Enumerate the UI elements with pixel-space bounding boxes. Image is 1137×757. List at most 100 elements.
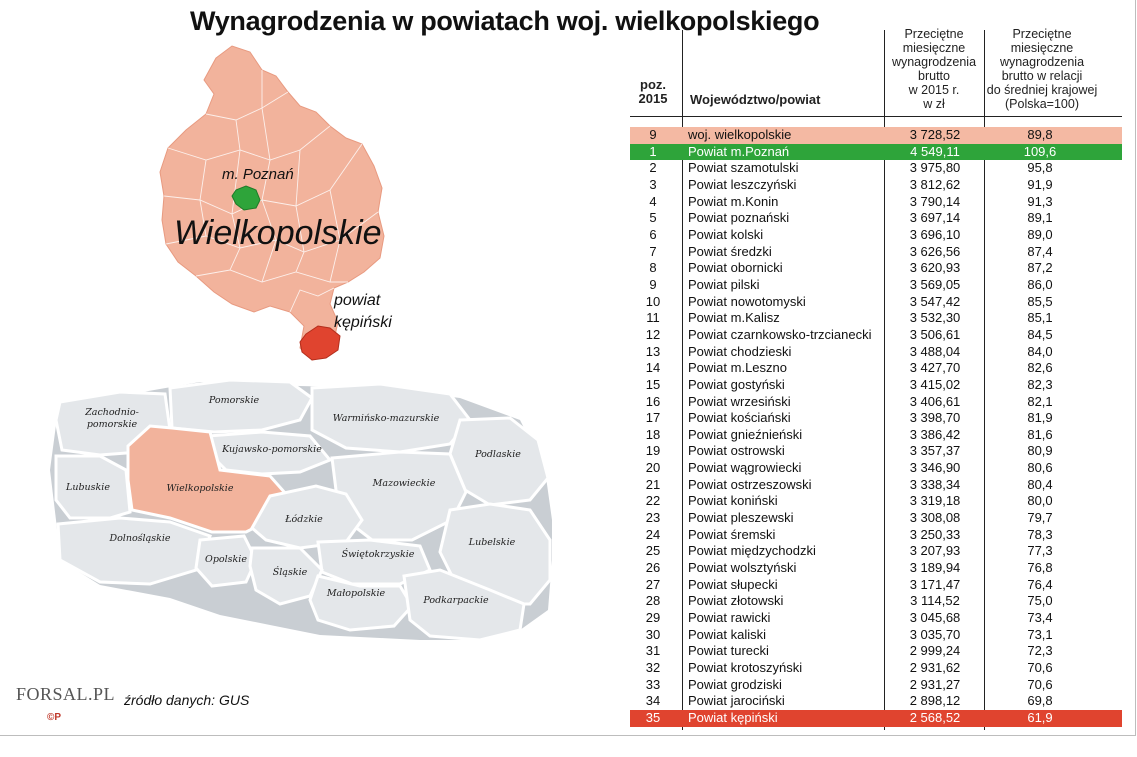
pct-cell: 87,2 (1027, 260, 1053, 276)
pct-cell: 81,6 (1027, 426, 1053, 442)
pay-cell: 3 386,42 (909, 426, 961, 442)
poznan-label: m. Poznań (222, 166, 294, 183)
header-pay-line1: Przeciętne (904, 27, 964, 41)
rank-cell: 31 (645, 643, 661, 659)
page-title: Wynagrodzenia w powiatach woj. wielkopol… (190, 6, 820, 36)
pay-cell: 3 357,37 (909, 443, 961, 459)
pay-cell: 2 568,52 (909, 709, 961, 725)
name-cell: Powiat kępiński (688, 709, 778, 725)
pay-cell: 3 696,10 (909, 226, 961, 242)
rank-cell: 27 (645, 576, 661, 592)
pct-cell: 77,3 (1027, 543, 1053, 559)
region-shapes (54, 378, 552, 642)
rank-cell: 34 (645, 693, 661, 709)
name-cell: Powiat poznański (688, 210, 790, 226)
name-cell: Powiat m.Leszno (688, 360, 787, 376)
rank-cell: 12 (645, 326, 661, 342)
rank-cell: 24 (645, 526, 661, 542)
name-cell: Powiat międzychodzki (688, 543, 816, 559)
name-cell: Powiat słupecki (688, 576, 778, 592)
table-row: 32 Powiat krotoszyński 2 931,62 70,6 (630, 660, 1122, 677)
pct-cell: 91,3 (1027, 193, 1053, 209)
pct-cell: 82,3 (1027, 376, 1053, 392)
pct-cell: 79,7 (1027, 510, 1053, 526)
header-pay-line6: w zł (923, 97, 945, 111)
pct-cell: 89,0 (1027, 226, 1053, 242)
header-name: Województwo/powiat (690, 92, 821, 107)
pay-cell: 3 346,90 (909, 460, 961, 476)
rank-cell: 17 (645, 410, 661, 426)
rank-cell: 26 (645, 560, 661, 576)
name-cell: Powiat gnieźnieński (688, 426, 803, 442)
region-dolnoslaskie (56, 516, 212, 586)
pay-cell: 3 035,70 (909, 626, 961, 642)
name-cell: Powiat średzki (688, 243, 772, 259)
pct-cell: 78,3 (1027, 526, 1053, 542)
pct-cell: 89,1 (1027, 210, 1053, 226)
table-row: 24 Powiat śremski 3 250,33 78,3 (630, 527, 1122, 544)
pay-cell: 3 547,42 (909, 293, 961, 309)
label-malopolskie: Małopolskie (326, 588, 386, 599)
pay-cell: 3 171,47 (909, 576, 961, 592)
label-wielkopolskie: Wielkopolskie (167, 483, 234, 494)
pct-cell: 80,6 (1027, 460, 1053, 476)
name-cell: Powiat śremski (688, 526, 776, 542)
name-cell: Powiat jarociński (688, 693, 785, 709)
name-cell: Powiat turecki (688, 643, 769, 659)
name-cell: Powiat grodziski (688, 676, 782, 692)
pct-cell: 82,6 (1027, 360, 1053, 376)
wielkopolskie-map (159, 45, 385, 361)
rank-cell: 21 (645, 476, 661, 492)
table-row: 33 Powiat grodziski 2 931,27 70,6 (630, 677, 1122, 694)
name-cell: Powiat pleszewski (688, 510, 794, 526)
rank-cell: 10 (645, 293, 661, 309)
label-swietokrzyskie: Świętokrzyskie (342, 548, 415, 560)
maps-area: Zachodnio- pomorskie Pomorskie Warmińsko… (16, 45, 552, 723)
rank-cell: 29 (645, 610, 661, 626)
rank-cell: 1 (649, 143, 657, 159)
table-row: 10 Powiat nowotomyski 3 547,42 85,5 (630, 294, 1122, 311)
header-pay: Przeciętne miesięczne wynagrodzenia brut… (884, 27, 984, 111)
source-credit: źródło danych: GUS (124, 692, 250, 708)
header-pct-line6: (Polska=100) (1005, 97, 1079, 111)
table-row: 9 Powiat pilski 3 569,05 86,0 (630, 277, 1122, 294)
label-lubelskie: Lubelskie (468, 537, 516, 548)
rank-cell: 25 (645, 543, 661, 559)
header-pay-line5: w 2015 r. (908, 83, 960, 97)
pay-cell: 3 114,52 (910, 593, 960, 609)
region-lubelskie (438, 502, 552, 606)
powiat-borders (163, 70, 379, 313)
name-cell: Powiat krotoszyński (688, 660, 803, 675)
rank-cell: 20 (645, 460, 661, 476)
name-cell: Powiat obornicki (688, 260, 783, 276)
rank-cell: 15 (645, 376, 661, 392)
name-cell: Powiat kolski (688, 226, 764, 242)
rank-cell: 6 (649, 226, 657, 242)
pay-cell: 3 626,56 (909, 243, 961, 259)
name-cell: Powiat szamotulski (688, 160, 799, 176)
powiat-label-line2: kępiński (334, 314, 392, 331)
label-lubuskie: Lubuskie (65, 482, 110, 493)
pct-cell: 89,8 (1027, 127, 1053, 142)
table-row: 18 Powiat gnieźnieński 3 386,42 81,6 (630, 427, 1122, 444)
pct-cell: 82,1 (1027, 393, 1053, 409)
table-row: 27 Powiat słupecki 3 171,47 76,4 (630, 577, 1122, 594)
name-cell: Powiat czarnkowsko-trzcianecki (688, 326, 872, 342)
pct-cell: 80,4 (1027, 476, 1053, 492)
rank-cell: 2 (649, 160, 657, 176)
pay-cell: 3 975,80 (909, 160, 961, 176)
pct-cell: 81,9 (1027, 410, 1053, 426)
pay-cell: 3 338,34 (909, 476, 961, 492)
pct-cell: 61,9 (1027, 709, 1053, 725)
rank-cell: 7 (649, 243, 657, 259)
header-pct-line2: miesięczne (1010, 41, 1074, 55)
table-row: 13 Powiat chodzieski 3 488,04 84,0 (630, 344, 1122, 361)
pay-cell: 3 308,08 (909, 510, 961, 526)
pct-cell: 85,1 (1027, 310, 1053, 326)
header-rank-line2: 2015 (638, 91, 668, 106)
table-row: 1 Powiat m.Poznań 4 549,11 109,6 (630, 143, 1122, 161)
table-row: 34 Powiat jarociński 2 898,12 69,8 (630, 693, 1122, 710)
pct-cell: 70,6 (1027, 660, 1053, 675)
pay-cell: 3 488,04 (909, 343, 961, 359)
label-dolnoslaskie: Dolnośląskie (108, 533, 170, 544)
